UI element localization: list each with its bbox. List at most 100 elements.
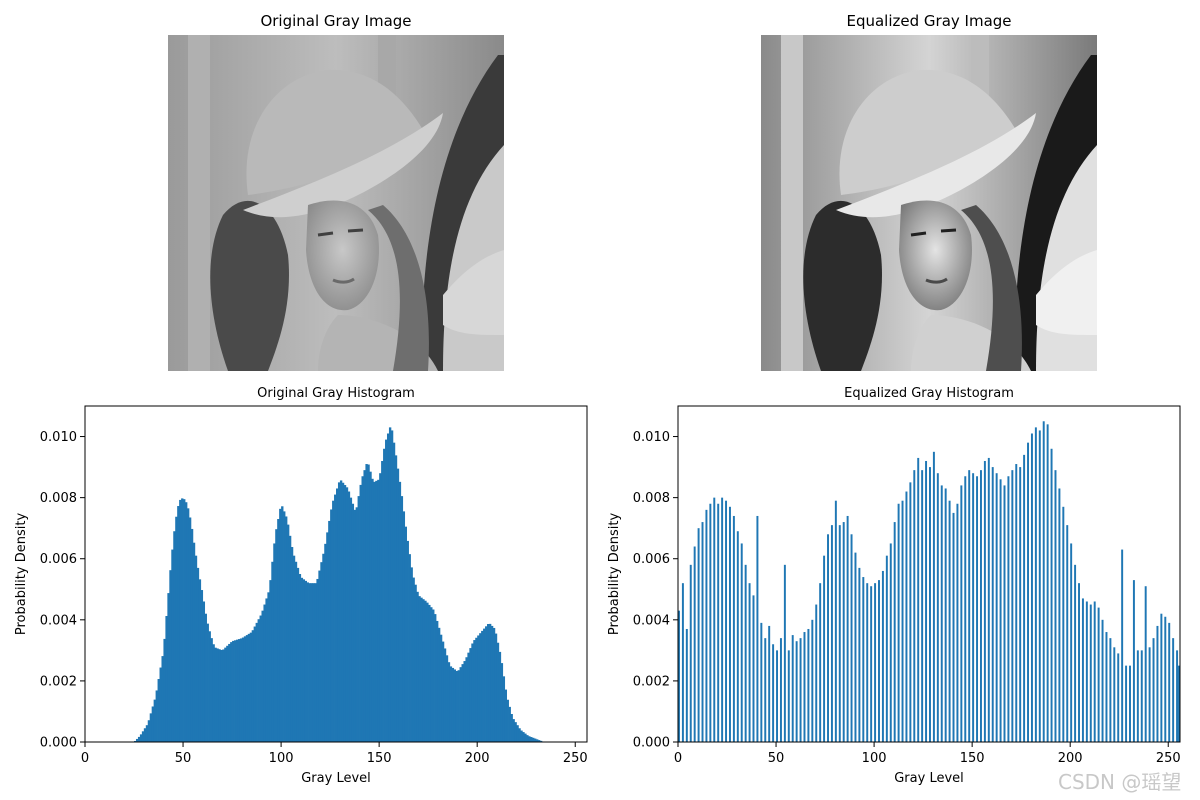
histogram-bar (165, 616, 168, 742)
histogram-bar (1105, 632, 1108, 742)
histogram-bar (983, 460, 986, 742)
histogram-bar (483, 628, 486, 742)
histogram-bar (308, 583, 311, 742)
y-axis-label: Probability Density (14, 513, 29, 636)
histogram-bar (1113, 647, 1116, 742)
histogram-bar (1178, 665, 1180, 742)
x-tick-label: 50 (175, 751, 192, 766)
histogram-bar (1030, 433, 1033, 742)
histogram-bar (296, 567, 300, 742)
histogram-bar (492, 627, 496, 742)
histogram-bar (363, 470, 366, 742)
histogram-bar (1011, 470, 1014, 742)
histogram-bar (976, 476, 979, 742)
x-tick-label: 200 (465, 751, 490, 766)
histogram-bar (1054, 470, 1057, 742)
histogram-bar (1176, 650, 1179, 742)
equalized-image-title: Equalized Gray Image (846, 12, 1012, 30)
histogram-bar (324, 543, 327, 742)
histogram-bar (257, 619, 260, 742)
histogram-bar (328, 520, 331, 742)
histogram-bar (736, 531, 739, 742)
histogram-bar (316, 578, 319, 742)
histogram-bar (1172, 638, 1175, 742)
histogram-bar (1027, 442, 1030, 742)
histogram-bar (1046, 424, 1049, 742)
histogram-bar (913, 470, 916, 742)
histogram-bar (298, 574, 302, 742)
histogram-bar (479, 633, 482, 742)
histogram-bar (285, 516, 288, 742)
x-tick-label: 200 (1058, 751, 1083, 766)
histogram-bar (889, 543, 892, 742)
histogram-bar (952, 512, 955, 742)
histogram-bar (355, 507, 358, 742)
histogram-bar (275, 529, 278, 742)
histogram-bar (449, 666, 453, 742)
histogram-bar (874, 583, 877, 742)
y-tick-label: 0.000 (40, 736, 77, 751)
histogram-bar (815, 604, 818, 742)
histogram-bar (332, 500, 335, 742)
histogram-bar (901, 500, 904, 742)
x-axis-label: Gray Level (894, 771, 964, 786)
histogram-bar (347, 491, 351, 742)
histogram-bar (279, 508, 282, 742)
histogram-bar (400, 496, 404, 742)
histogram-bar (402, 511, 406, 742)
histogram-bar (208, 631, 211, 742)
histogram-bar (204, 613, 207, 742)
histogram-bar (502, 676, 506, 742)
histogram-bar (944, 488, 947, 742)
histogram-bar (725, 500, 728, 742)
histogram-bar (1109, 638, 1112, 742)
histogram-bar (740, 543, 743, 742)
histogram-bar (795, 641, 798, 742)
histogram-bar (369, 471, 372, 742)
x-tick-label: 250 (563, 751, 588, 766)
histogram-bar (779, 638, 782, 742)
histogram-bar (956, 503, 959, 742)
histogram-bar (226, 645, 229, 742)
histogram-bar (1074, 564, 1077, 742)
histogram-bar (948, 500, 951, 742)
histogram-bar (697, 528, 700, 742)
histogram-bar (139, 734, 143, 742)
y-tick-label: 0.006 (633, 552, 670, 567)
histogram-bar (210, 638, 213, 742)
x-tick-label: 150 (960, 751, 985, 766)
histogram-bar (230, 642, 233, 742)
histogram-bar (748, 583, 751, 742)
histogram-bar (520, 730, 523, 742)
histogram-bar (1144, 586, 1147, 742)
histogram-bar (827, 534, 829, 742)
histogram-bar (420, 597, 423, 742)
histogram-bar (979, 470, 982, 742)
x-tick-label: 50 (768, 751, 785, 766)
histogram-bar (1023, 454, 1026, 742)
histogram-bar (345, 487, 349, 742)
x-axis-label: Gray Level (301, 771, 371, 786)
histogram-bar (243, 636, 247, 742)
histogram-bar (145, 725, 149, 742)
histogram-bar (434, 614, 437, 742)
y-tick-label: 0.008 (40, 491, 77, 506)
histogram-bar (921, 470, 924, 742)
histogram-bar (288, 535, 292, 742)
histogram-bar (196, 567, 200, 742)
histogram-bar (418, 596, 421, 742)
histogram-bar (163, 638, 166, 742)
histogram-bar (343, 485, 347, 742)
histogram-bar (169, 570, 172, 742)
histogram-bar (410, 567, 413, 742)
histogram-bar (987, 457, 990, 742)
histogram-bar (181, 498, 184, 742)
histogram-bar (528, 736, 531, 742)
histogram-bar (383, 448, 386, 742)
histogram-bar (481, 630, 484, 742)
y-tick-label: 0.006 (40, 552, 77, 567)
histogram-bar (161, 656, 164, 742)
histogram-bar (259, 615, 262, 742)
histogram-bar (850, 534, 853, 742)
histogram-bar (377, 479, 380, 742)
